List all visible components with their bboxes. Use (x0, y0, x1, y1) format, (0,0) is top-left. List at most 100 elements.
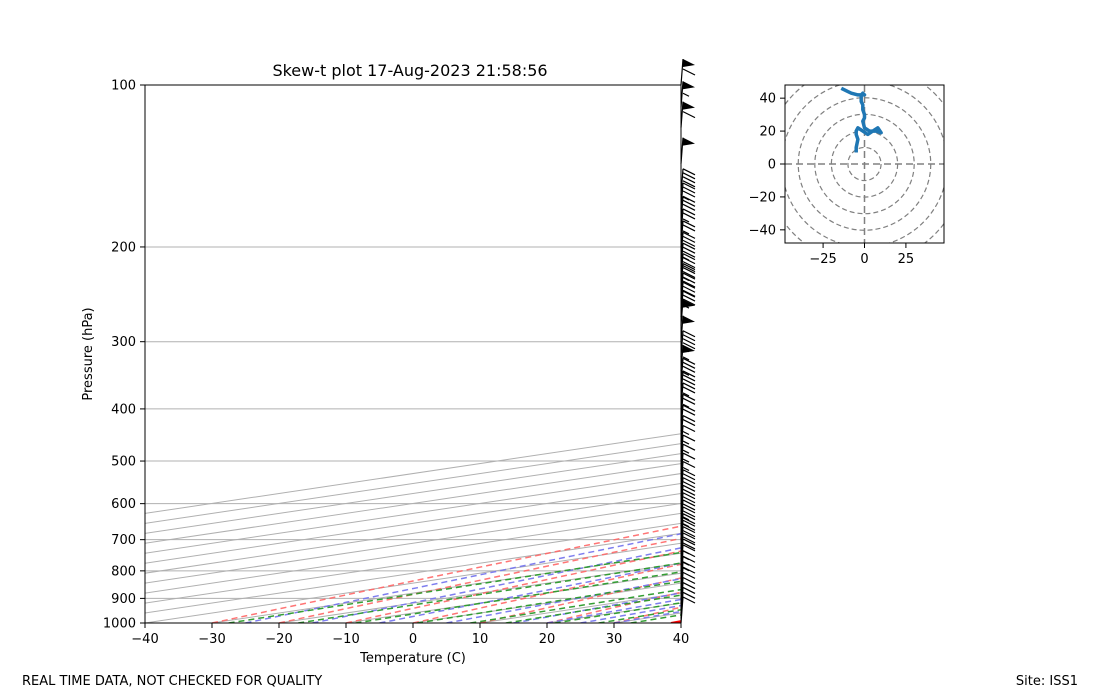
wind-barb (680, 357, 696, 385)
barb-full (682, 477, 696, 485)
barb-full (682, 513, 696, 521)
wind-barb (680, 596, 696, 624)
barb-full (682, 285, 696, 293)
barb-full (682, 195, 696, 203)
barb-full (682, 530, 696, 538)
barb-full (682, 484, 696, 492)
dewpoint-profile (773, 85, 1100, 580)
wind-barb (680, 382, 696, 409)
wind-barb (680, 344, 695, 371)
dry-adiabat (748, 85, 1100, 623)
barb-flag (683, 59, 695, 67)
barb-full (682, 469, 696, 477)
moist-adiabat (580, 604, 681, 623)
y-tick-label: 100 (111, 79, 136, 94)
barb-full (682, 386, 696, 394)
barb-full (682, 481, 696, 489)
y-axis-label: Pressure (hPa) (81, 307, 96, 400)
barb-staff (680, 101, 684, 128)
x-tick-label: 10 (472, 632, 489, 647)
barb-staff (680, 291, 684, 318)
dry-adiabat (815, 85, 1100, 623)
barb-staff (680, 299, 684, 326)
wind-barb (680, 231, 696, 259)
barb-half (682, 440, 690, 445)
barb-full (682, 443, 696, 451)
barb-full (682, 208, 696, 216)
wind-barb (680, 370, 696, 397)
barb-flag (683, 137, 695, 146)
dry-adiabat (546, 591, 681, 623)
wind-barb (680, 168, 696, 195)
barb-half (682, 392, 690, 397)
hodograph-line (840, 86, 883, 153)
hodograph-x-tick-label: 25 (898, 252, 915, 267)
barb-full (682, 393, 696, 401)
barb-staff (680, 315, 684, 342)
isotherm (145, 473, 681, 554)
barb-full (682, 212, 696, 220)
y-tick-label: 300 (111, 335, 136, 350)
y-tick-label: 600 (111, 497, 136, 512)
barb-staff (680, 273, 684, 300)
barb-full (682, 246, 696, 254)
hodograph-y-tick-label: −20 (749, 190, 776, 205)
barb-full (682, 415, 696, 423)
barb-half (682, 466, 690, 472)
barb-full (682, 460, 696, 469)
barb-full (682, 571, 696, 579)
barb-full (682, 180, 696, 188)
moist-adiabat (546, 598, 681, 623)
x-tick-label: 0 (409, 632, 417, 647)
isotherm (546, 602, 681, 623)
barb-half (682, 218, 690, 223)
wind-barb (680, 591, 696, 619)
hodograph-x-tick-label: 0 (860, 252, 868, 267)
hodograph-ring (847, 146, 882, 182)
barb-staff (680, 344, 684, 371)
barb-flag (683, 344, 695, 353)
isotherm (145, 532, 681, 614)
barb-full (682, 452, 696, 460)
barb-full (682, 586, 696, 594)
barb-full (682, 550, 696, 558)
barb-staff (680, 81, 684, 108)
wind-barb (680, 220, 696, 248)
barb-full (682, 378, 696, 386)
barb-half (682, 356, 690, 361)
barb-full (682, 235, 696, 243)
barb-staff (680, 405, 684, 432)
isotherm (211, 552, 681, 623)
skewt-title: Skew-t plot 17-Aug-2023 21:58:56 (272, 61, 547, 80)
barb-staff (680, 253, 684, 280)
barb-staff (680, 220, 684, 248)
wind-barb (680, 272, 696, 300)
barb-staff (680, 469, 684, 496)
barb-staff (680, 394, 684, 421)
x-tick-label: −10 (332, 632, 359, 647)
barb-full (682, 190, 696, 198)
barb-full (682, 342, 696, 350)
isotherm (145, 483, 681, 564)
mixing-ratio-line (228, 551, 681, 623)
x-axis-label: Temperature (C) (359, 651, 466, 666)
isotherm (145, 502, 681, 584)
barb-full (682, 492, 696, 500)
barb-full (682, 370, 696, 378)
barb-full (682, 250, 696, 258)
barb-full (682, 419, 696, 427)
wind-barb (680, 290, 696, 318)
barb-full (682, 330, 696, 338)
barb-full (682, 434, 696, 442)
y-tick-label: 400 (111, 402, 136, 417)
mixing-ratio-line (554, 602, 681, 623)
wind-barb (680, 424, 696, 452)
barb-full (682, 591, 696, 599)
dry-adiabat (1016, 85, 1100, 623)
barb-staff (680, 444, 684, 471)
isotherm (145, 433, 681, 514)
barb-full (682, 271, 696, 279)
barb-full (682, 224, 696, 232)
skewt-x-axis: −40 −30 −20 −10 0 10 20 30 40 (131, 623, 689, 647)
barb-full (682, 186, 696, 194)
